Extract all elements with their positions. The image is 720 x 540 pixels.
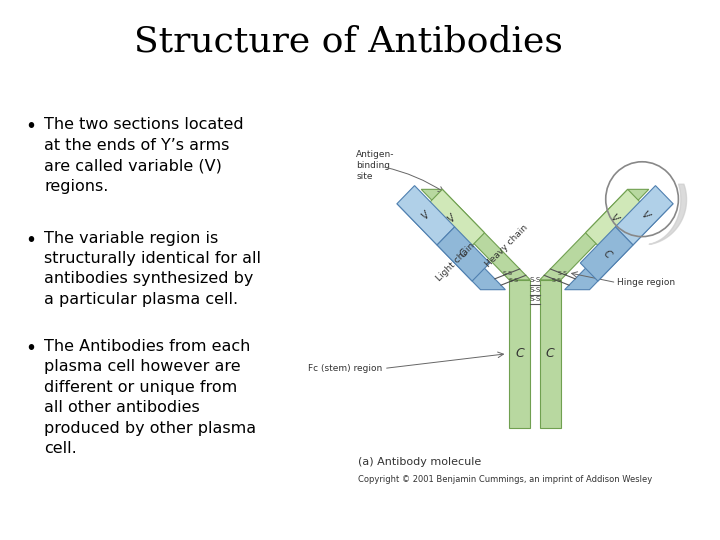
Text: Heavy chain: Heavy chain: [484, 223, 530, 269]
Text: •: •: [25, 117, 36, 137]
Text: The variable region is
structurally identical for all
antibodies synthesized by
: The variable region is structurally iden…: [45, 231, 261, 307]
Polygon shape: [585, 190, 642, 248]
Polygon shape: [580, 227, 633, 281]
Text: Fc (stem) region: Fc (stem) region: [307, 364, 382, 373]
Text: S-S: S-S: [529, 277, 541, 283]
Text: Light chain: Light chain: [435, 241, 477, 282]
Text: C: C: [600, 248, 613, 260]
Text: The two sections located
at the ends of Y’s arms
are called variable (V)
regions: The two sections located at the ends of …: [45, 117, 244, 194]
Polygon shape: [397, 186, 454, 245]
Text: S-S: S-S: [529, 287, 541, 293]
Text: V: V: [445, 213, 457, 225]
Polygon shape: [616, 186, 673, 245]
Text: S-S: S-S: [503, 272, 512, 276]
Text: (a) Antibody molecule: (a) Antibody molecule: [358, 457, 481, 467]
Text: C: C: [546, 347, 554, 360]
Polygon shape: [437, 227, 490, 281]
Text: S-S: S-S: [508, 278, 518, 283]
Polygon shape: [428, 190, 485, 248]
Text: Structure of Antibodies: Structure of Antibodies: [134, 25, 563, 58]
Text: C: C: [457, 248, 469, 260]
Text: S-S: S-S: [529, 296, 541, 302]
Text: V: V: [608, 213, 620, 225]
Polygon shape: [421, 190, 530, 280]
Text: Hinge region: Hinge region: [618, 278, 675, 287]
Text: The Antibodies from each
plasma cell however are
different or unique from
all ot: The Antibodies from each plasma cell how…: [45, 339, 256, 456]
Bar: [509, 280, 530, 428]
Text: •: •: [25, 231, 36, 249]
Text: Antigen-
binding
site: Antigen- binding site: [356, 150, 395, 181]
Polygon shape: [564, 204, 673, 289]
Text: V: V: [420, 210, 432, 221]
Text: •: •: [25, 339, 36, 358]
Bar: [540, 280, 561, 428]
Polygon shape: [540, 190, 649, 280]
Text: V: V: [639, 210, 650, 221]
Text: S-S: S-S: [558, 272, 568, 276]
Polygon shape: [397, 204, 505, 289]
Text: C: C: [516, 347, 524, 360]
Text: Copyright © 2001 Benjamin Cummings, an imprint of Addison Wesley: Copyright © 2001 Benjamin Cummings, an i…: [358, 475, 652, 484]
Text: S-S: S-S: [552, 278, 562, 283]
